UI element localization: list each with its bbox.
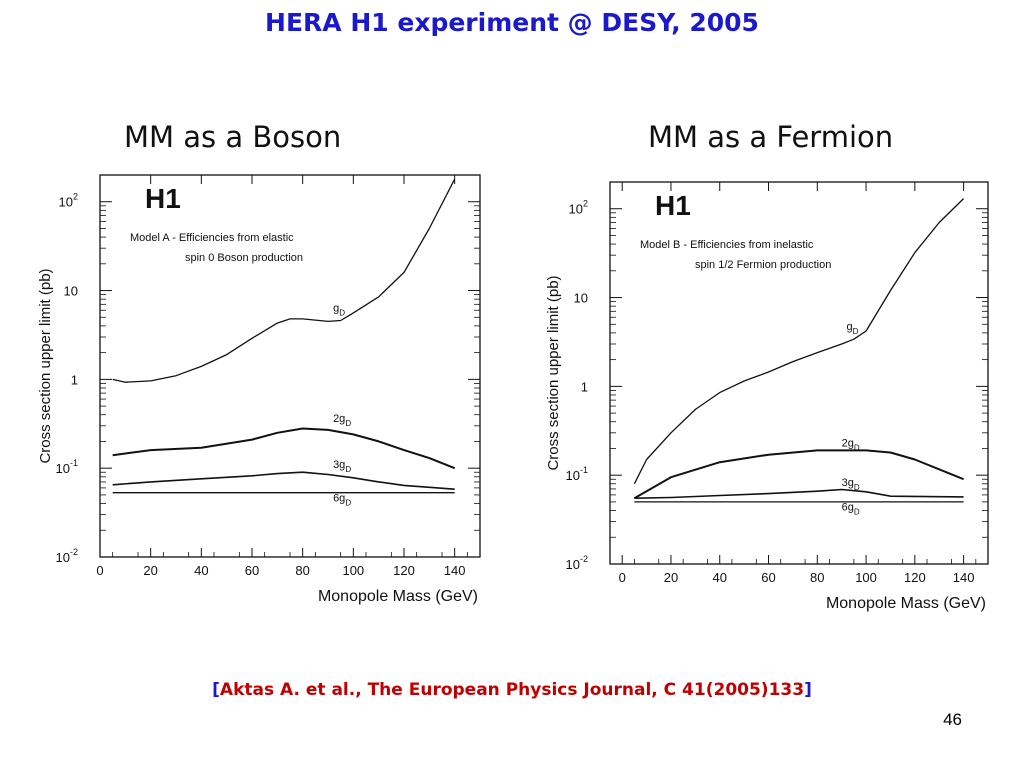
fermion-x-tick-label-5: 100 (855, 570, 877, 585)
fermion-curve-label-text-3: 6g (842, 502, 854, 514)
boson-x-axis-label: Monopole Mass (GeV) (318, 588, 478, 605)
boson-curve-label-2: 3gD (333, 459, 351, 474)
fermion-y-tick-exp-4: -2 (580, 554, 588, 564)
citation-text: Aktas A. et al., The European Physics Jo… (219, 680, 805, 700)
boson-curve-label-sub-3: D (345, 499, 351, 508)
fermion-y-tick-base-0: 10 (569, 202, 583, 217)
fermion-curve-label-2: 3gD (842, 477, 860, 492)
boson-curve-label-text-2: 3g (333, 459, 345, 471)
boson-y-tick-base-4: 10 (56, 550, 70, 565)
fermion-x-tick-label-6: 120 (904, 570, 926, 585)
boson-y-tick-exp-4: -2 (70, 547, 78, 557)
boson-curve-label-0: gD (333, 303, 345, 318)
boson-curve-label-text-3: 6g (333, 493, 345, 505)
fermion-curve-label-sub-2: D (854, 483, 860, 492)
boson-y-axis-label: Cross section upper limit (pb) (37, 268, 54, 463)
boson-series-gD (112, 178, 456, 383)
fermion-series-2gD (633, 449, 964, 500)
fermion-x-tick-label-2: 40 (713, 570, 727, 585)
fermion-y-tick-base-3: 10 (566, 468, 580, 483)
boson-series-3gD (112, 471, 455, 490)
boson-y-tick-base-3: 10 (56, 461, 70, 476)
boson-y-tick-exp-0: 2 (73, 192, 78, 202)
boson-curve-label-sub-2: D (345, 465, 351, 474)
fermion-curve-label-text-1: 2g (842, 438, 854, 450)
boson-curve-label-sub-0: D (339, 309, 345, 318)
fermion-y-tick-label-2: 1 (581, 379, 588, 394)
boson-y-tick-base-2: 1 (71, 372, 78, 387)
citation-open-bracket: [ (212, 680, 220, 700)
boson-x-tick-label-1: 20 (143, 563, 157, 578)
boson-y-tick-base-1: 10 (64, 284, 78, 299)
fermion-chart: 0 20 40 60 80 100 120 14010210110-110-2gD2gD3gD… (545, 181, 989, 612)
citation-close-bracket: ] (804, 680, 812, 700)
fermion-x-tick-label-3: 60 (761, 570, 775, 585)
boson-h1-logo: H1 (145, 183, 181, 214)
boson-y-tick-label-3: 10-1 (56, 458, 78, 476)
boson-annotation-line-0: Model A - Efficiencies from elastic (130, 232, 294, 244)
boson-curve-label-1: 2gD (333, 413, 351, 428)
fermion-series-gD (633, 198, 965, 485)
fermion-x-tick-label-0: 0 (619, 570, 626, 585)
fermion-curve-label-text-0: g (847, 321, 853, 333)
boson-x-tick-label-7: 140 (444, 563, 466, 578)
boson-y-tick-label-0: 102 (59, 192, 78, 210)
fermion-curve-label-sub-0: D (853, 327, 859, 336)
fermion-y-tick-label-3: 10-1 (566, 465, 588, 483)
boson-x-tick-label-5: 100 (342, 563, 364, 578)
boson-curve-label-text-1: 2g (333, 413, 345, 425)
fermion-curve-label-1: 2gD (842, 438, 860, 453)
fermion-x-tick-label-7: 140 (953, 570, 975, 585)
boson-series-2gD (112, 427, 456, 470)
boson-x-tick-label-3: 60 (245, 563, 259, 578)
boson-x-tick-label-4: 80 (295, 563, 309, 578)
citation: [Aktas A. et al., The European Physics J… (0, 680, 1024, 700)
fermion-h1-logo: H1 (655, 190, 691, 221)
boson-y-tick-label-4: 10-2 (56, 547, 78, 565)
page-number: 46 (943, 710, 962, 729)
fermion-plot-frame (609, 181, 989, 565)
boson-y-tick-label-2: 1 (71, 372, 78, 387)
fermion-y-tick-exp-0: 2 (583, 199, 588, 209)
fermion-y-axis-label: Cross section upper limit (pb) (545, 275, 562, 470)
fermion-curve-label-3: 6gD (842, 502, 860, 517)
fermion-y-tick-label-4: 10-2 (566, 554, 588, 572)
slide-title: HERA H1 experiment @ DESY, 2005 (265, 8, 759, 37)
fermion-x-tick-label-4: 80 (810, 570, 824, 585)
boson-annotation-line-1: spin 0 Boson production (185, 252, 303, 264)
boson-y-tick-base-0: 10 (59, 195, 73, 210)
boson-x-tick-label-6: 120 (393, 563, 415, 578)
fermion-panel-title: MM as a Fermion (648, 120, 894, 154)
fermion-y-tick-base-2: 1 (581, 379, 588, 394)
fermion-curve-label-sub-3: D (854, 508, 860, 517)
boson-panel-title: MM as a Boson (124, 120, 342, 154)
boson-x-tick-label-0: 0 (96, 563, 103, 578)
fermion-annotation-line-0: Model B - Efficiencies from inelastic (640, 239, 814, 251)
boson-y-tick-label-1: 10 (64, 284, 78, 299)
fermion-y-tick-exp-3: -1 (580, 465, 588, 475)
fermion-curve-label-text-2: 3g (842, 477, 854, 489)
boson-chart: 0 20 40 60 80 100 120 14010210110-110-2gD2gD3gD… (37, 174, 481, 605)
fermion-y-tick-base-1: 10 (574, 291, 588, 306)
fermion-x-axis-label: Monopole Mass (GeV) (826, 595, 986, 612)
fermion-annotation-line-1: spin 1/2 Fermion production (695, 259, 831, 271)
fermion-x-tick-label-1: 20 (664, 570, 678, 585)
boson-y-tick-exp-3: -1 (70, 458, 78, 468)
boson-curve-label-sub-1: D (345, 419, 351, 428)
fermion-y-tick-base-4: 10 (566, 557, 580, 572)
boson-curve-label-text-0: g (333, 303, 339, 315)
fermion-curve-label-sub-1: D (854, 444, 860, 453)
boson-x-tick-label-2: 40 (194, 563, 208, 578)
fermion-series-3gD (634, 488, 964, 499)
fermion-y-tick-label-0: 102 (569, 199, 588, 217)
fermion-y-tick-label-1: 10 (574, 291, 588, 306)
boson-curve-label-3: 6gD (333, 493, 351, 508)
fermion-curve-label-0: gD (847, 321, 859, 336)
